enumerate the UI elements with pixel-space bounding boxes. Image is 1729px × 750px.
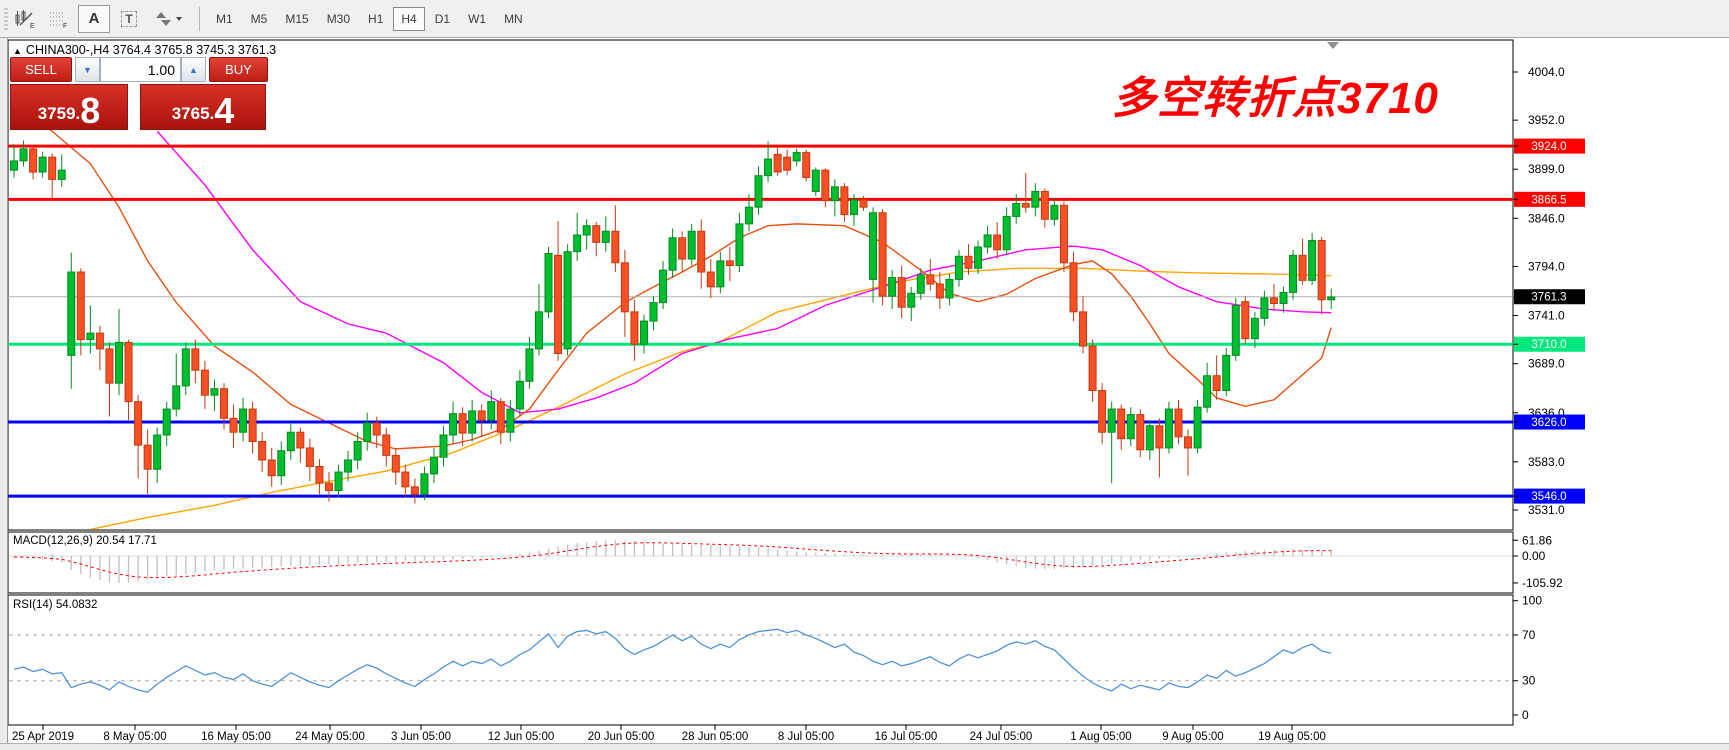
volume-up-button[interactable]: ▲ <box>181 57 206 82</box>
volume-down-button[interactable]: ▼ <box>75 57 100 82</box>
sort-arrows-icon <box>156 11 182 26</box>
svg-text:3546.0: 3546.0 <box>1531 491 1566 503</box>
svg-text:20 Jun 05:00: 20 Jun 05:00 <box>588 731 655 743</box>
sell-price-main: 3759. <box>37 104 81 123</box>
rsi-name: RSI(14) <box>13 599 53 611</box>
symbol-name: CHINA300-,H4 <box>25 43 110 57</box>
svg-text:25 Apr 2019: 25 Apr 2019 <box>12 731 74 743</box>
sell-button[interactable]: SELL <box>10 57 72 82</box>
rsi-label: RSI(14) 54.0832 <box>13 599 97 611</box>
symbol-ohlc: 3764.4 3765.8 3745.3 3761.3 <box>112 43 277 57</box>
symbol-title: ▲ CHINA300-,H4 3764.4 3765.8 3745.3 3761.… <box>13 43 276 57</box>
svg-text:8 Jul 05:00: 8 Jul 05:00 <box>778 731 834 743</box>
svg-text:3 Jun 05:00: 3 Jun 05:00 <box>391 731 451 743</box>
letter-a-icon: A <box>88 10 100 27</box>
letter-a-button[interactable]: A <box>78 4 110 33</box>
svg-text:3794.0: 3794.0 <box>1528 259 1565 273</box>
icon-sub-e: E <box>30 23 35 29</box>
indicators-button[interactable]: E <box>10 6 40 32</box>
svg-text:100: 100 <box>1522 594 1542 608</box>
candles-pencil-icon: E <box>15 9 35 29</box>
svg-text:19 Aug 05:00: 19 Aug 05:00 <box>1258 731 1326 743</box>
buy-price[interactable]: 3765. 4 <box>140 84 266 130</box>
svg-text:-105.92: -105.92 <box>1522 576 1563 590</box>
buy-price-big: 4 <box>214 90 235 132</box>
svg-text:0: 0 <box>1522 708 1529 722</box>
svg-text:3741.0: 3741.0 <box>1528 309 1565 323</box>
volume-input[interactable] <box>100 57 181 82</box>
timeframe-button-MN[interactable]: MN <box>504 11 523 26</box>
arrange-symbols-button[interactable] <box>148 6 188 32</box>
one-click-trade-panel: SELL ▼ ▲ BUY 3759.8 3765.4 <box>10 57 268 130</box>
timeframe-button-H4[interactable]: H4 <box>393 6 425 31</box>
sell-price-big: 8 <box>80 90 101 132</box>
grid-button[interactable]: F <box>44 6 74 32</box>
text-tool-button[interactable]: T <box>114 6 144 32</box>
timeframe-button-H1[interactable]: H1 <box>368 11 384 26</box>
chart-annotation: 多空转折点3710 <box>1112 74 1439 123</box>
text-box-icon: T <box>121 10 137 27</box>
chevron-up-icon: ▲ <box>189 64 198 75</box>
svg-text:1 Aug 05:00: 1 Aug 05:00 <box>1070 731 1131 743</box>
window-left-edge <box>0 37 8 749</box>
timeframe-button-W1[interactable]: W1 <box>468 11 487 26</box>
macd-label: MACD(12,26,9) 20.54 17.71 <box>13 535 157 547</box>
symbol-marker-icon: ▲ <box>13 46 22 56</box>
svg-text:3583.0: 3583.0 <box>1528 455 1565 469</box>
buy-price-main: 3765. <box>171 104 215 123</box>
svg-text:3761.3: 3761.3 <box>1531 292 1566 304</box>
svg-text:24 Jul 05:00: 24 Jul 05:00 <box>970 731 1033 743</box>
svg-text:3899.0: 3899.0 <box>1528 162 1565 176</box>
svg-text:3710.0: 3710.0 <box>1531 339 1566 351</box>
toolbar-grip <box>4 7 8 30</box>
timeframe-button-D1[interactable]: D1 <box>434 11 451 26</box>
timeframe-button-M15[interactable]: M15 <box>285 11 309 26</box>
svg-text:16 May 05:00: 16 May 05:00 <box>201 731 271 743</box>
macd-name: MACD(12,26,9) <box>13 535 93 547</box>
svg-text:61.86: 61.86 <box>1522 533 1552 547</box>
svg-text:0.00: 0.00 <box>1522 549 1546 563</box>
timeframe-button-M30[interactable]: M30 <box>326 11 351 26</box>
svg-text:70: 70 <box>1522 628 1536 642</box>
sell-price[interactable]: 3759. 8 <box>10 84 128 130</box>
toolbar: E F A T M1 M5 M15 M30 H1 H4 D1 W1 MN <box>0 0 1729 38</box>
rsi-value: 54.0832 <box>55 599 98 611</box>
grid-icon: F <box>50 12 67 29</box>
svg-text:12 Jun 05:00: 12 Jun 05:00 <box>488 731 555 743</box>
svg-text:3924.0: 3924.0 <box>1531 141 1566 153</box>
chevron-down-icon <box>176 16 182 21</box>
chevron-down-icon: ▼ <box>83 64 92 75</box>
svg-text:3689.0: 3689.0 <box>1528 357 1565 371</box>
svg-text:16 Jul 05:00: 16 Jul 05:00 <box>875 731 938 743</box>
svg-text:3952.0: 3952.0 <box>1528 113 1565 127</box>
toolbar-separator <box>199 6 200 31</box>
icon-sub-f: F <box>63 23 67 29</box>
svg-text:9 Aug 05:00: 9 Aug 05:00 <box>1162 731 1223 743</box>
timeframe-button-M5[interactable]: M5 <box>250 11 268 26</box>
buy-button[interactable]: BUY <box>209 57 268 82</box>
window-bottom-edge <box>0 743 1729 750</box>
svg-text:3866.5: 3866.5 <box>1531 194 1566 206</box>
macd-values: 20.54 17.71 <box>96 535 157 547</box>
timeframe-button-M1[interactable]: M1 <box>216 11 233 26</box>
svg-text:3626.0: 3626.0 <box>1531 417 1566 429</box>
svg-text:4004.0: 4004.0 <box>1528 65 1565 79</box>
svg-text:8 May 05:00: 8 May 05:00 <box>103 731 166 743</box>
svg-text:3846.0: 3846.0 <box>1528 211 1565 225</box>
svg-text:24 May 05:00: 24 May 05:00 <box>295 731 365 743</box>
timeframe-group: M1 M5 M15 M30 H1 H4 D1 W1 MN <box>207 6 532 31</box>
svg-text:28 Jun 05:00: 28 Jun 05:00 <box>682 731 749 743</box>
svg-text:3531.0: 3531.0 <box>1528 503 1565 517</box>
svg-text:30: 30 <box>1522 674 1536 688</box>
